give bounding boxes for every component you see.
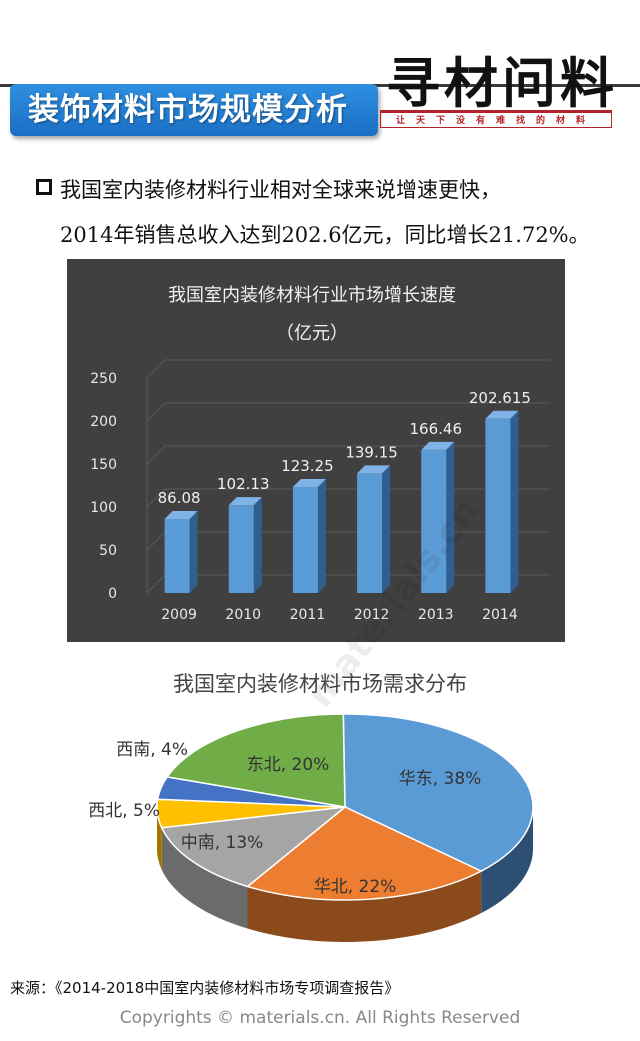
pie-slice-side xyxy=(157,805,162,870)
bar-data-label: 102.13 xyxy=(217,475,270,493)
bar-chart-title: 我国室内装修材料行业市场增长速度 xyxy=(168,285,456,306)
logo-wordmark: 寻材问料 xyxy=(386,51,618,115)
title-banner: 装饰材料市场规模分析 xyxy=(10,84,378,136)
bar xyxy=(357,465,391,593)
pie-slice-side xyxy=(247,871,482,942)
pie-slice-label: 东北, 20% xyxy=(247,755,330,775)
bar xyxy=(228,497,262,593)
gridline xyxy=(146,445,550,465)
bar xyxy=(292,479,326,593)
logo-divider xyxy=(380,110,612,112)
pie-slice-side xyxy=(161,827,248,929)
bar-chart-panel: 我国室内装修材料行业市场增长速度 （亿元） 0 50 100 150 200 250 86… xyxy=(67,259,565,642)
y-tick-label: 100 xyxy=(90,500,117,516)
pie-slice xyxy=(160,805,348,888)
bar xyxy=(164,510,198,593)
page-title: 装饰材料市场规模分析 xyxy=(28,92,348,128)
bullet-square-icon xyxy=(36,179,52,195)
bar xyxy=(421,441,455,593)
gridline xyxy=(146,402,550,422)
bullet-text-line-1: 我国室内装修材料行业相对全球来说增速更快， xyxy=(60,178,501,202)
bar-data-label: 166.46 xyxy=(410,420,463,438)
bar-data-label: 139.15 xyxy=(345,443,398,461)
bar-data-label: 202.615 xyxy=(469,389,531,407)
bar xyxy=(485,410,519,593)
pie-slice-label: 华东, 38% xyxy=(399,769,482,789)
y-tick-label: 250 xyxy=(90,371,117,387)
y-tick-label: 200 xyxy=(90,414,117,430)
x-tick-label: 2014 xyxy=(482,607,518,623)
bar-data-label: 123.25 xyxy=(281,457,334,475)
pie-slice xyxy=(245,806,483,901)
brand-logo: 寻材问料 让天下没有难找的材料 xyxy=(380,52,628,130)
gridline xyxy=(146,359,550,379)
pie-slice-label: 中南, 13% xyxy=(181,833,264,853)
x-tick-label: 2013 xyxy=(418,607,454,623)
y-tick-label: 0 xyxy=(108,586,117,602)
bar-chart-subtitle: （亿元） xyxy=(276,323,348,344)
pie-slice-label: 华北, 22% xyxy=(314,877,397,897)
x-tick-label: 2010 xyxy=(225,607,261,623)
pie-slice xyxy=(165,713,346,808)
bar-data-label: 86.08 xyxy=(158,489,201,507)
y-tick-label: 150 xyxy=(90,457,117,473)
x-tick-label: 2009 xyxy=(161,607,197,623)
y-tick-label: 50 xyxy=(99,543,117,559)
pie-chart: 华东, 38% 华北, 22% 中南, 13% 西北, 5% 西南, 4% 东北, 20% xyxy=(88,713,534,942)
pie-slice-label: 西南, 4% xyxy=(116,740,188,760)
pie-slice xyxy=(342,713,534,872)
x-tick-label: 2011 xyxy=(290,607,326,623)
source-citation: 来源：《2014-2018中国室内装修材料市场专项调查报告》 xyxy=(10,979,400,997)
bar-chart: 我国室内装修材料行业市场增长速度 （亿元） 0 50 100 150 200 250 86… xyxy=(90,285,550,623)
logo-slogan: 让天下没有难找的材料 xyxy=(380,112,612,128)
x-tick-label: 2012 xyxy=(354,607,390,623)
bullet-text-line-2: 2014年销售总收入达到202.6亿元，同比增长21.72%。 xyxy=(60,223,590,247)
copyright-notice: Copyrights © materials.cn. All Rights Re… xyxy=(119,1008,521,1028)
pie-chart-title: 我国室内装修材料市场需求分布 xyxy=(173,672,467,696)
pie-slice-side xyxy=(481,807,533,914)
pie-slice-label: 西北, 5% xyxy=(88,801,160,821)
axis-line xyxy=(146,378,166,594)
